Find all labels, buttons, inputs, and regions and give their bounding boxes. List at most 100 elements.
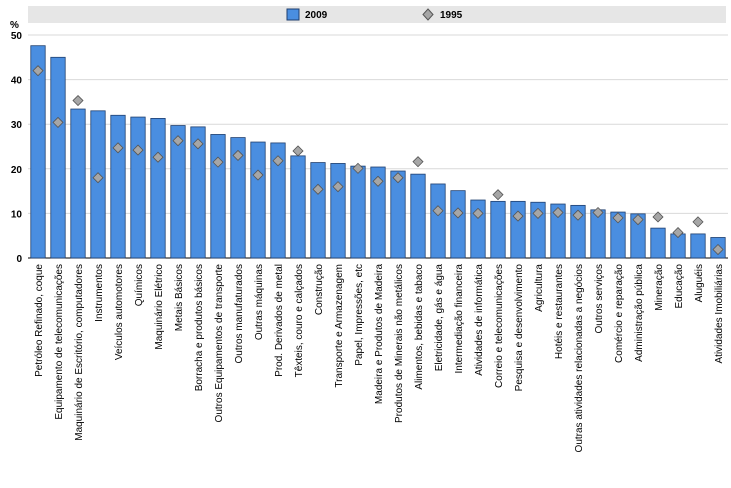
x-tick-label: Pesquisa e desenvolvimento [514,264,525,392]
x-tick-label: Administração pública [634,264,645,362]
x-tick-label: Maquinário de Escritório, computadores [74,264,85,441]
x-tick-label: Produtos de Minerais não metálicos [394,264,405,423]
y-tick-label: 0 [16,254,22,265]
diamond-marker [52,116,64,128]
bar [550,203,566,259]
legend-box [28,6,726,23]
x-tick-label: Equipamento de telecomunicações [54,264,65,420]
bar [530,201,546,259]
diamond-marker [112,142,124,154]
diamond-marker [172,135,184,147]
x-tick-label: Outras atividades relacionadas a negócio… [574,264,585,452]
x-tick-label: Comércio e reparação [614,264,625,363]
legend-label: 2009 [305,10,328,21]
x-tick-label: Madeira e Produtos de Madeira [374,264,385,405]
bar [290,155,306,259]
diamond-marker [672,227,684,239]
diamond-marker [272,155,284,167]
diamond-marker [552,206,564,219]
bar [410,173,426,259]
diamond-marker [532,207,544,219]
diamond-marker [632,214,644,226]
y-tick-label: 50 [11,31,23,42]
x-tick-label: Mineração [654,264,665,311]
x-tick-label: Outros manufaturados [234,264,245,364]
diamond-marker [32,65,44,77]
x-tick-label: Alimentos, bebidas e tabaco [414,264,425,390]
diamond-marker [92,172,104,184]
bar [30,45,46,259]
bar [650,227,666,259]
diamond-marker [72,94,84,107]
bar [630,213,646,259]
bar [130,116,146,259]
diamond-marker [312,183,324,195]
bar [570,204,586,259]
bar [230,137,246,259]
x-tick-label: Borracha e produtos básicos [194,264,205,391]
diamond-marker [572,209,584,221]
diamond-marker [452,207,464,219]
x-tick-label: Atividades Imobiliárias [714,264,725,364]
bar [110,114,126,259]
x-tick-label: Aluguéis [694,264,705,302]
y-tick-label: 40 [11,76,23,87]
diamond-marker [192,138,204,150]
diamond-marker [692,216,704,228]
diamond-marker [472,207,484,219]
bar [330,163,346,259]
diamond-marker [432,205,444,217]
diamond-marker [372,175,384,187]
y-tick-label: 10 [11,209,23,220]
bar [190,126,206,259]
x-tick-label: Eletricidade, gás e água [434,264,445,372]
bar [310,162,326,259]
x-tick-label: Outros serviços [594,264,605,333]
diamond-marker [292,145,304,157]
diamond-marker [492,189,504,201]
bar [430,183,446,259]
diamond-marker [132,144,144,156]
diamond-marker [152,151,164,163]
diamond-marker [212,156,224,168]
x-tick-label: Químicos [134,264,145,306]
diamond-marker [332,181,344,193]
bar [270,142,286,259]
diamond-marker [232,149,244,161]
x-tick-label: Transporte e Armazenagem [334,264,345,388]
diamond-marker [412,156,424,168]
bar [690,233,706,259]
x-tick-label: Maquinário Elétrico [154,264,165,350]
x-tick-label: Petróleo Refinado, coque [34,264,45,377]
diamond-marker [592,206,604,219]
diamond-marker [612,212,624,224]
bar [370,166,386,259]
x-tick-label: Papel, Impressões, etc [354,264,365,366]
bar [150,118,166,259]
bar [610,211,626,259]
bar [170,125,186,259]
bar [510,200,526,259]
bar [490,200,506,259]
x-tick-label: Prod. Derivados de metal [274,264,285,377]
bar [350,165,366,259]
x-tick-label: Veículos automotores [114,264,125,360]
bar [210,134,226,259]
x-tick-label: Hotéis e restaurantes [554,264,565,359]
diamond-marker [712,243,724,256]
x-tick-label: Correio e telecomunicações [494,264,505,388]
y-tick-label: 20 [11,165,23,176]
x-tick-label: Instrumentos [94,264,105,322]
bar [70,108,86,259]
diamond-marker [352,162,364,174]
x-tick-label: Têxteis, couro e calçados [294,264,305,377]
bar [450,190,466,259]
x-tick-label: Metais Básicos [174,264,185,331]
x-tick-label: Outras máquinas [254,264,265,340]
x-tick-label: Construção [314,264,325,316]
legend-swatch [286,8,300,21]
x-tick-label: Intermediação financeira [454,264,465,374]
legend-label: 1995 [440,10,463,21]
x-tick-label: Outros Equipamentos de transporte [214,264,225,423]
